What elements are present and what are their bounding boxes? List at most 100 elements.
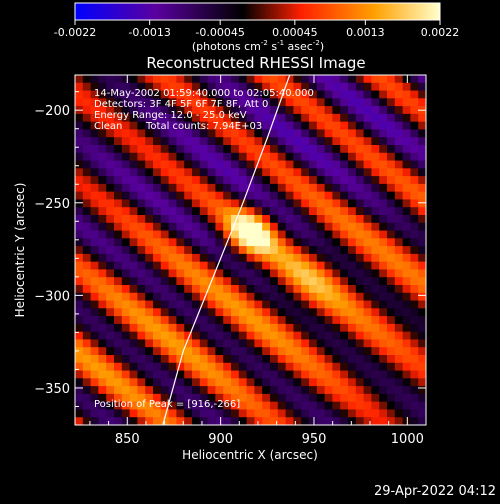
heatmap-cell (231, 98, 240, 107)
heatmap-cell (332, 261, 341, 271)
heatmap-cell (215, 409, 224, 418)
colorbar-ticks: -0.0022 -0.0013 -0.00045 0.00045 0.0013 0.002… (54, 20, 459, 39)
heatmap-cell (207, 316, 216, 325)
heatmap-cell (153, 168, 162, 177)
heatmap-cell (394, 98, 404, 107)
heatmap-cell (184, 347, 193, 356)
heatmap-cell (98, 238, 107, 247)
heatmap-cell (160, 176, 170, 185)
heatmap-cell (176, 191, 185, 201)
heatmap-cell (309, 347, 318, 356)
heatmap-cell (106, 323, 115, 333)
heatmap-cell (215, 106, 224, 115)
heatmap-cell (254, 98, 263, 107)
heatmap-cell (145, 160, 154, 169)
heatmap-cell (82, 323, 92, 333)
heatmap-cell (410, 253, 419, 263)
heatmap-cell (137, 331, 146, 341)
heatmap-cell (402, 230, 411, 239)
heatmap-cell (184, 331, 193, 341)
heatmap-cell (238, 129, 248, 138)
heatmap-cell (309, 401, 318, 411)
heatmap-cell (379, 207, 388, 216)
heatmap-cell (316, 401, 326, 411)
heatmap-cell (387, 355, 396, 364)
heatmap-cell (98, 347, 107, 356)
heatmap-cell (355, 386, 365, 395)
heatmap-cell (277, 113, 287, 123)
heatmap-cell (121, 75, 131, 84)
heatmap-cell (324, 308, 333, 317)
heatmap-cell (145, 129, 154, 138)
heatmap-cell (160, 261, 170, 271)
heatmap-cell (410, 339, 419, 348)
heatmap-cell (379, 285, 388, 294)
heatmap-cell (106, 230, 115, 239)
heatmap-cell (363, 113, 372, 123)
heatmap-cell (262, 191, 271, 201)
heatmap-cell (324, 292, 333, 302)
heatmap-cell (246, 362, 255, 372)
heatmap-cell (184, 230, 193, 239)
heatmap-cell (192, 292, 201, 302)
heatmap-cell (246, 222, 255, 232)
heatmap-cell (410, 417, 419, 425)
footer-timestamp: 29-Apr-2022 04:12 (374, 484, 496, 499)
heatmap-cell (348, 409, 357, 418)
heatmap-cell (199, 191, 209, 201)
heatmap-cell (168, 355, 177, 364)
heatmap-cell (262, 316, 271, 325)
heatmap-cell (348, 106, 357, 115)
heatmap-cell (402, 82, 411, 92)
heatmap-cell (137, 137, 146, 146)
heatmap-cell (114, 82, 123, 92)
heatmap-cell (106, 378, 115, 387)
heatmap-cell (348, 75, 357, 84)
heatmap-cell (82, 269, 92, 278)
heatmap-cell (238, 222, 248, 232)
heatmap-cell (340, 168, 349, 177)
heatmap-cell (137, 417, 146, 425)
heatmap-cell (402, 370, 411, 379)
heatmap-cell (168, 152, 177, 162)
heatmap-cell (316, 176, 326, 185)
heatmap-cell (324, 347, 333, 356)
heatmap-cell (277, 152, 287, 162)
heatmap-cell (332, 316, 341, 325)
heatmap-cell (90, 191, 99, 201)
heatmap-cell (168, 137, 177, 146)
heatmap-cell (192, 113, 201, 123)
heatmap-cell (277, 230, 287, 239)
heatmap-cell (145, 355, 154, 364)
heatmap-cell (379, 106, 388, 115)
heatmap-cell (262, 222, 271, 232)
heatmap-cell (301, 75, 310, 84)
heatmap-cell (324, 176, 333, 185)
heatmap-cell (184, 207, 193, 216)
heatmap-cell (340, 285, 349, 294)
heatmap-cell (192, 253, 201, 263)
heatmap-cell (324, 106, 333, 115)
heatmap-cell (176, 222, 185, 232)
heatmap-cell (355, 401, 365, 411)
heatmap-cell (192, 331, 201, 341)
heatmap-cell (153, 82, 162, 92)
heatmap-cell (238, 215, 248, 224)
heatmap-cell (340, 331, 349, 341)
heatmap-cell (75, 339, 84, 348)
heatmap-cell (176, 82, 185, 92)
heatmap-cell (394, 90, 404, 99)
heatmap-cell (160, 129, 170, 138)
heatmap-cell (137, 90, 146, 99)
heatmap-cell (192, 222, 201, 232)
heatmap-cell (184, 316, 193, 325)
heatmap-cell (121, 113, 131, 123)
heatmap-cell (106, 246, 115, 255)
heatmap-cell (270, 168, 279, 177)
heatmap-cell (363, 90, 372, 99)
heatmap-cell (340, 261, 349, 271)
heatmap-cell (106, 370, 115, 379)
heatmap-cell (98, 129, 107, 138)
heatmap-cell (121, 176, 131, 185)
heatmap-cell (316, 378, 326, 387)
